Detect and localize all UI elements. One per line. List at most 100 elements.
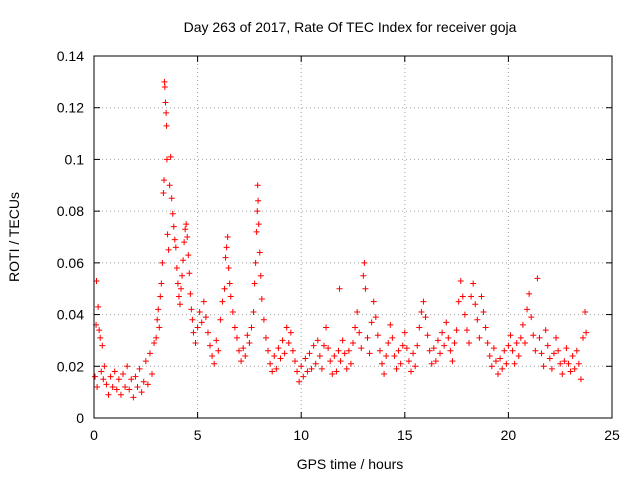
data-point	[432, 358, 439, 365]
data-point	[374, 332, 381, 339]
data-point	[509, 347, 516, 354]
data-point	[190, 329, 197, 336]
data-point	[149, 371, 156, 378]
data-point	[183, 221, 190, 228]
data-point	[484, 340, 491, 347]
data-point	[244, 332, 251, 339]
grid-lines	[94, 56, 612, 418]
data-point	[521, 340, 528, 347]
data-point	[134, 383, 141, 390]
data-point	[132, 373, 139, 380]
data-point	[285, 340, 292, 347]
x-tick-label: 5	[194, 427, 202, 443]
data-point	[160, 190, 167, 197]
data-point	[362, 285, 369, 292]
data-point	[449, 358, 456, 365]
data-point	[170, 223, 177, 230]
data-point	[422, 314, 429, 321]
data-point	[379, 360, 386, 367]
data-point	[163, 122, 170, 129]
data-point	[161, 177, 168, 184]
data-point	[156, 324, 163, 331]
data-point	[336, 285, 343, 292]
data-point	[254, 208, 261, 215]
data-point	[269, 368, 276, 375]
data-point	[499, 365, 506, 372]
data-point	[229, 308, 236, 315]
data-point	[318, 365, 325, 372]
data-point	[474, 316, 481, 323]
x-tick-label: 20	[501, 427, 517, 443]
data-point	[416, 324, 423, 331]
data-point	[395, 347, 402, 354]
data-point	[98, 368, 105, 375]
data-point	[548, 365, 555, 372]
data-point	[182, 226, 189, 233]
data-point	[163, 109, 170, 116]
plot-frame	[93, 55, 613, 419]
data-point	[412, 363, 419, 370]
data-point	[94, 383, 101, 390]
data-point	[437, 350, 444, 357]
data-point	[287, 329, 294, 336]
data-point	[372, 314, 379, 321]
data-point	[397, 360, 404, 367]
data-point	[246, 340, 253, 347]
data-point	[192, 340, 199, 347]
data-point	[350, 340, 356, 347]
data-point	[304, 368, 311, 375]
data-point	[107, 373, 114, 380]
data-point	[447, 347, 454, 354]
data-point	[158, 280, 165, 287]
data-point	[478, 293, 485, 300]
data-point	[163, 156, 170, 163]
data-point	[255, 197, 262, 204]
data-point	[251, 280, 258, 287]
data-point	[189, 316, 196, 323]
data-point	[140, 378, 147, 385]
data-point	[289, 347, 296, 354]
data-point	[226, 280, 233, 287]
data-point	[347, 360, 354, 367]
data-point	[142, 358, 149, 365]
data-point	[354, 308, 361, 315]
y-axis-label: ROTI / TECUs	[6, 192, 22, 282]
data-point	[316, 352, 323, 359]
data-point	[257, 272, 264, 279]
data-point	[181, 239, 188, 246]
data-point	[569, 352, 576, 359]
data-point	[281, 350, 288, 357]
y-tick-label: 0.12	[57, 100, 84, 116]
data-point	[320, 342, 327, 349]
data-point	[463, 327, 470, 334]
data-point	[105, 391, 112, 398]
data-point	[277, 355, 284, 362]
data-point	[238, 358, 245, 365]
data-point	[470, 280, 477, 287]
data-point	[445, 334, 452, 341]
data-point	[164, 231, 171, 238]
data-point	[215, 347, 222, 354]
data-point	[126, 386, 133, 393]
data-point	[335, 347, 342, 354]
data-point	[171, 236, 178, 243]
y-tick-label: 0.06	[57, 255, 84, 271]
data-point	[519, 321, 526, 328]
data-point	[530, 332, 537, 339]
data-point	[146, 350, 153, 357]
data-point	[302, 355, 309, 362]
data-point	[368, 319, 375, 326]
data-point	[165, 246, 172, 253]
data-point	[327, 358, 334, 365]
data-point	[532, 347, 539, 354]
data-point	[159, 259, 166, 266]
data-point	[387, 321, 394, 328]
data-point	[579, 334, 586, 341]
data-point	[517, 334, 524, 341]
data-point	[559, 371, 566, 378]
data-point	[370, 298, 377, 305]
data-point	[408, 368, 415, 375]
data-point	[151, 340, 158, 347]
data-point	[577, 376, 584, 383]
